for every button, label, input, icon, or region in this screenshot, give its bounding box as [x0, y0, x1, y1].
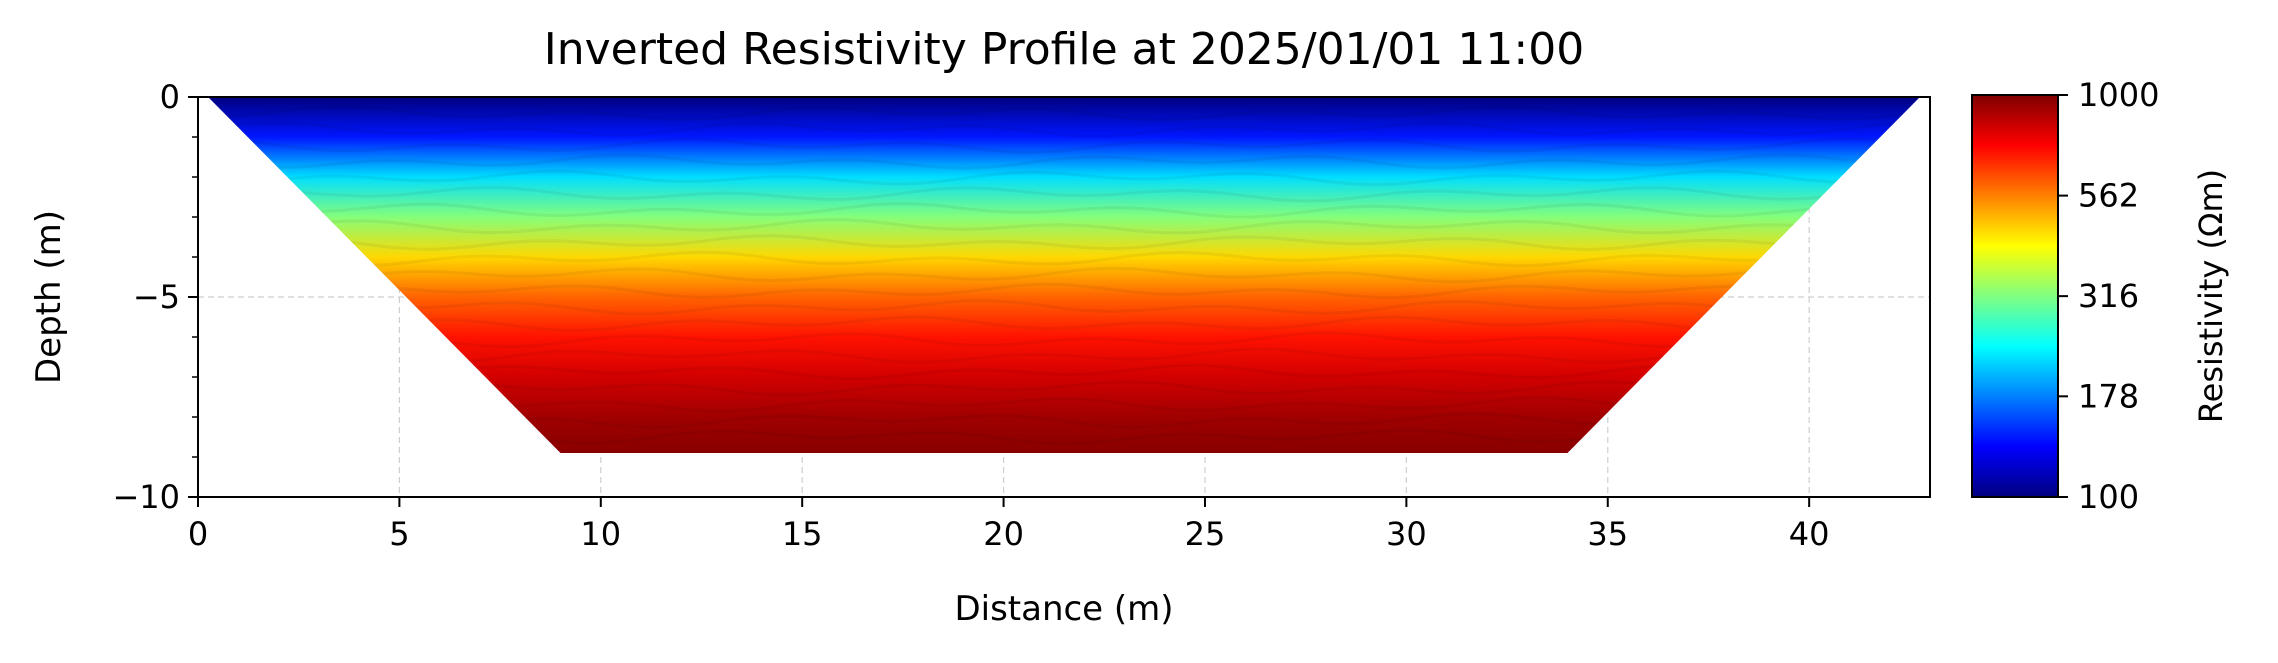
- x-tick-label: 35: [1587, 515, 1628, 553]
- contour-band: [208, 266, 1920, 284]
- contour-band: [208, 137, 1920, 154]
- contour-band: [208, 315, 1920, 333]
- x-axis: 0 5 10 15 20 25 30 35 40: [188, 497, 1830, 553]
- y-axis: 0 −5 −10: [112, 78, 198, 516]
- contour-band: [208, 218, 1920, 235]
- colorbar-tick-label: 1000: [2078, 76, 2159, 114]
- colorbar-ticks: 100 178 316 562 1000: [2058, 76, 2159, 516]
- contour-band: [208, 347, 1920, 365]
- contour-band: [208, 169, 1920, 187]
- y-tick-label: 0: [160, 78, 180, 116]
- contour-band: [208, 234, 1920, 252]
- resistivity-section: [208, 97, 1920, 453]
- colorbar-label: Resistivity (Ωm): [2192, 169, 2230, 423]
- x-tick-label: 30: [1386, 515, 1427, 553]
- y-tick-label: −10: [112, 478, 180, 516]
- contour-band: [208, 282, 1920, 300]
- colorbar-tick-label: 100: [2078, 478, 2139, 516]
- x-axis-label: Distance (m): [954, 589, 1173, 629]
- contour-band: [208, 185, 1920, 203]
- colorbar-tick-label: 178: [2078, 377, 2139, 415]
- contour-band: [208, 104, 1920, 122]
- chart-title: Inverted Resistivity Profile at 2025/01/…: [544, 24, 1584, 75]
- x-tick-label: 25: [1185, 515, 1226, 553]
- x-tick-label: 0: [188, 515, 208, 553]
- contour-band: [208, 363, 1920, 381]
- contour-band: [208, 299, 1920, 316]
- x-tick-label: 5: [389, 515, 409, 553]
- contour-band: [208, 202, 1920, 219]
- contour-band: [208, 153, 1920, 170]
- y-tick-label: −5: [133, 278, 180, 316]
- y-axis-label: Depth (m): [29, 210, 69, 384]
- colorbar: [1971, 94, 2059, 498]
- contour-band: [208, 331, 1920, 349]
- x-tick-label: 15: [782, 515, 823, 553]
- colorbar-tick-label: 562: [2078, 177, 2139, 215]
- colorbar-tick-label: 316: [2078, 277, 2139, 315]
- contour-band: [208, 121, 1920, 138]
- x-tick-label: 20: [983, 515, 1024, 553]
- x-tick-label: 10: [580, 515, 621, 553]
- x-tick-label: 40: [1789, 515, 1830, 553]
- contour-band: [208, 250, 1920, 268]
